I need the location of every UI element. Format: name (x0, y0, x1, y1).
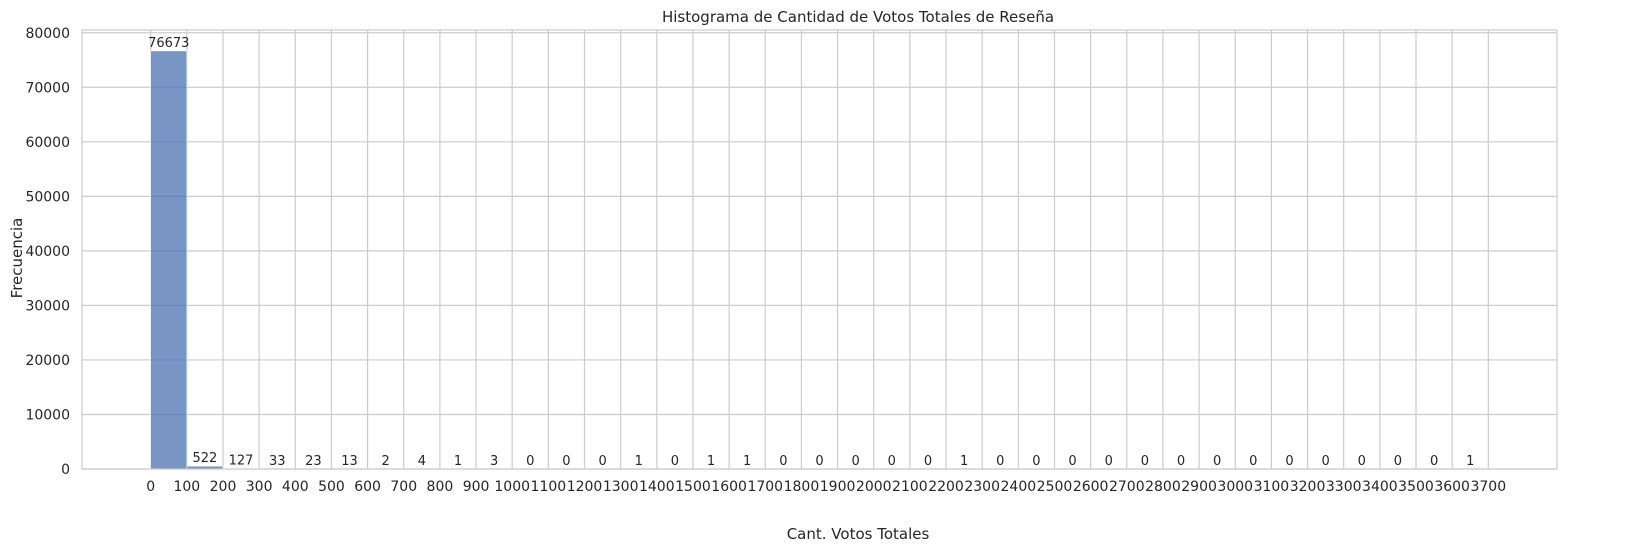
y-axis-label: Frecuencia (8, 218, 26, 299)
x-tick-label: 900 (463, 479, 490, 495)
bar-value-label: 13 (341, 454, 358, 469)
x-tick-label: 3100 (1254, 479, 1290, 495)
bar-value-label: 1 (960, 454, 968, 469)
bar-value-label: 3 (490, 454, 498, 469)
bar-value-label: 0 (1141, 454, 1149, 469)
bar-value-label: 0 (852, 454, 860, 469)
bar-value-label: 0 (815, 454, 823, 469)
bar-value-label: 0 (598, 454, 606, 469)
x-tick-label: 2900 (1181, 479, 1217, 495)
y-tick-label: 0 (61, 462, 70, 478)
bar-value-label: 0 (996, 454, 1004, 469)
x-tick-label: 600 (354, 479, 381, 495)
bar-value-label: 0 (1394, 454, 1402, 469)
x-tick-label: 3400 (1362, 479, 1398, 495)
bar-value-label: 0 (1032, 454, 1040, 469)
x-tick-label: 1300 (603, 479, 639, 495)
x-tick-label: 2100 (892, 479, 928, 495)
bar-value-label: 1 (1466, 454, 1474, 469)
bar-value-label: 1 (707, 454, 715, 469)
x-tick-label: 1800 (784, 479, 820, 495)
bar-value-label: 0 (671, 454, 679, 469)
x-tick-label: 1900 (820, 479, 856, 495)
bar-value-label: 0 (1213, 454, 1221, 469)
y-tick-label: 80000 (25, 26, 70, 42)
bars-layer (151, 51, 1489, 469)
bar-value-label: 4 (418, 454, 426, 469)
bar-value-label: 0 (1321, 454, 1329, 469)
x-tick-label: 3000 (1217, 479, 1253, 495)
x-tick-label: 2400 (1001, 479, 1037, 495)
y-tick-label: 20000 (25, 353, 70, 369)
x-tick-label: 3200 (1290, 479, 1326, 495)
x-tick-label: 800 (427, 479, 454, 495)
bar-value-label: 76673 (148, 36, 189, 51)
bar-value-label: 0 (779, 454, 787, 469)
x-tick-label: 1600 (711, 479, 747, 495)
x-tick-label: 100 (173, 479, 200, 495)
x-tick-label: 300 (246, 479, 273, 495)
bar-value-label: 0 (1358, 454, 1366, 469)
x-tick-label: 1000 (494, 479, 530, 495)
x-tick-label: 3700 (1470, 479, 1506, 495)
chart-title: Histograma de Cantidad de Votos Totales … (662, 8, 1054, 26)
frame-layer (82, 30, 1557, 469)
bar-value-label: 0 (526, 454, 534, 469)
x-tick-label: 500 (318, 479, 345, 495)
x-tick-label: 2500 (1037, 479, 1073, 495)
bar-value-label: 0 (1285, 454, 1293, 469)
x-tick-label: 0 (146, 479, 155, 495)
y-tick-label: 50000 (25, 189, 70, 205)
x-tick-label: 700 (390, 479, 417, 495)
x-axis-label: Cant. Votos Totales (787, 525, 930, 543)
x-tick-label: 400 (282, 479, 309, 495)
bar-value-label: 0 (1249, 454, 1257, 469)
y-tick-label: 40000 (25, 244, 70, 260)
x-tick-label: 2000 (856, 479, 892, 495)
y-tick-label: 60000 (25, 135, 70, 151)
bar-value-label: 0 (924, 454, 932, 469)
x-tick-label: 1700 (747, 479, 783, 495)
x-tick-label: 2800 (1145, 479, 1181, 495)
bar-value-label: 0 (1068, 454, 1076, 469)
y-tick-label: 30000 (25, 298, 70, 314)
bar-value-label: 0 (562, 454, 570, 469)
grid-layer (82, 30, 1557, 469)
bar-value-label: 1 (454, 454, 462, 469)
x-tick-label: 2700 (1109, 479, 1145, 495)
x-tick-label: 3600 (1434, 479, 1470, 495)
bar-value-label: 0 (1177, 454, 1185, 469)
x-tick-label: 200 (210, 479, 237, 495)
x-tick-label: 2600 (1073, 479, 1109, 495)
bar-value-label: 0 (1430, 454, 1438, 469)
y-tick-label: 10000 (25, 407, 70, 423)
bar-value-label: 127 (229, 453, 254, 468)
bar-value-label: 0 (888, 454, 896, 469)
plot-frame (82, 30, 1557, 469)
x-tick-label: 2300 (964, 479, 1000, 495)
bar-value-label: 23 (305, 454, 322, 469)
x-tick-label: 1100 (531, 479, 567, 495)
x-tick-label: 1400 (639, 479, 675, 495)
x-tick-label: 1500 (675, 479, 711, 495)
bar-value-label: 0 (1105, 454, 1113, 469)
y-tick-label: 70000 (25, 80, 70, 96)
x-tick-label: 3500 (1398, 479, 1434, 495)
x-tick-label: 1200 (567, 479, 603, 495)
bar-value-label: 2 (382, 454, 390, 469)
bar-value-label: 33 (269, 454, 286, 469)
bar-value-label: 522 (193, 451, 218, 466)
histogram-bar (151, 51, 187, 469)
bar-value-label: 1 (743, 454, 751, 469)
x-tick-label: 2200 (928, 479, 964, 495)
bar-value-label: 1 (635, 454, 643, 469)
x-tick-label: 3300 (1326, 479, 1362, 495)
